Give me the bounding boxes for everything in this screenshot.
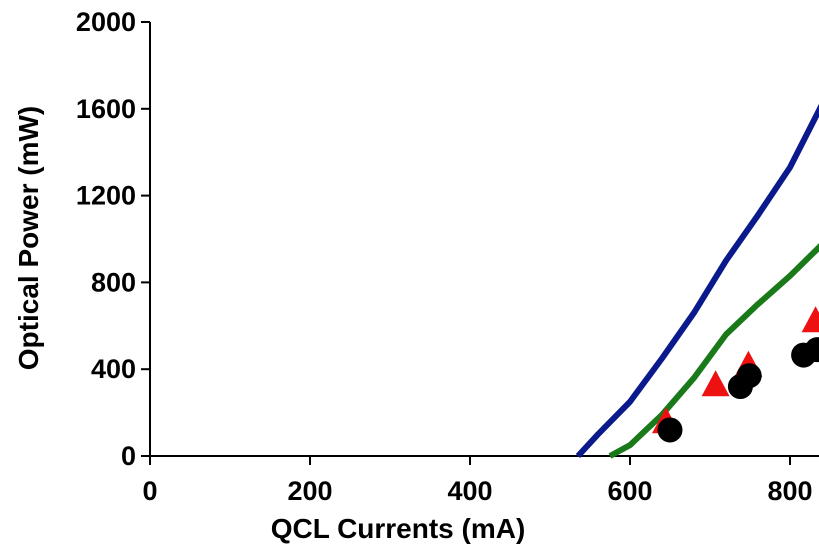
x-ticks: 0 200 400 600 800 [142,456,813,506]
y-axis-title: Optical Power (mW) [13,106,44,370]
triangle-marker [701,370,730,397]
x-tick-label: 400 [447,476,492,506]
y-ticks: 0 400 800 1200 1600 2000 [76,7,150,471]
y-tick-label: 1200 [76,181,136,211]
x-axis-title: QCL Currents (mA) [271,513,526,544]
x-tick-label: 800 [767,476,812,506]
x-tick-label: 600 [607,476,652,506]
x-tick-label: 0 [142,476,157,506]
triangle-marker [801,306,819,333]
series-line-1 [608,243,819,459]
y-tick-label: 0 [121,441,136,471]
y-tick-label: 2000 [76,7,136,37]
circle-marker [804,337,819,363]
y-tick-label: 400 [91,354,136,384]
x-tick-label: 200 [287,476,332,506]
y-tick-label: 800 [91,267,136,297]
circle-marker [736,363,762,389]
series-layer [575,103,819,459]
series-line-0 [575,103,819,459]
y-tick-label: 1600 [76,94,136,124]
circle-marker [657,417,683,443]
